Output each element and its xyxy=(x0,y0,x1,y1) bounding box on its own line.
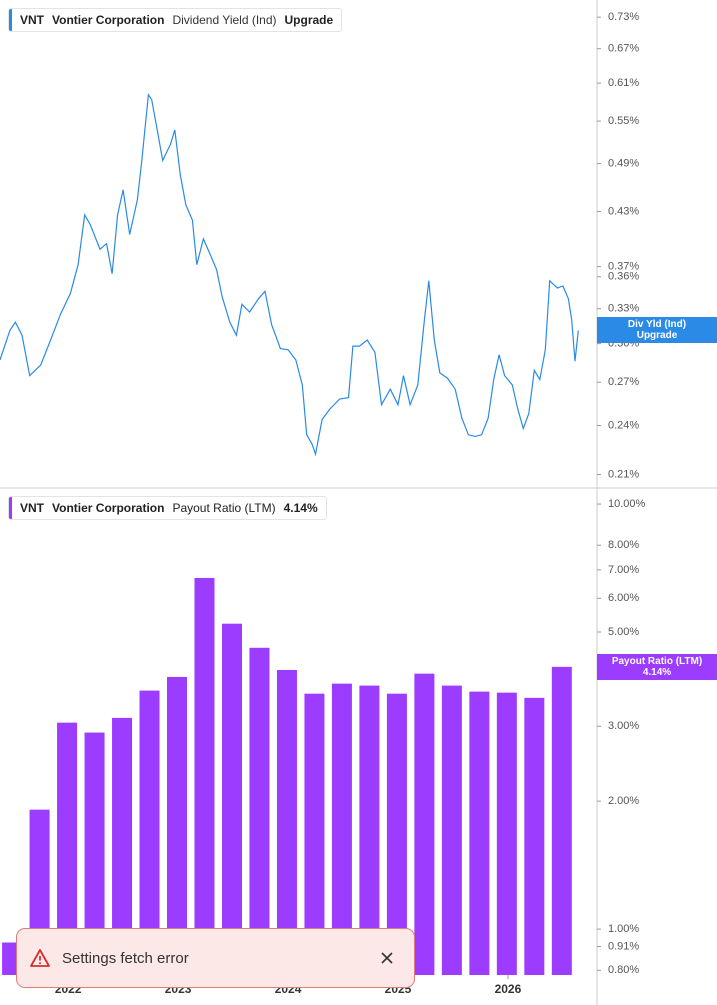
bar xyxy=(112,717,133,975)
bar xyxy=(469,691,490,975)
legend-swatch xyxy=(9,497,12,519)
bar xyxy=(276,669,297,975)
bar xyxy=(84,732,105,975)
y-tick-label: 0.55% xyxy=(608,115,639,127)
bar xyxy=(441,685,462,975)
y-tick-label: 0.27% xyxy=(608,376,639,388)
y-tick-label: 3.00% xyxy=(608,720,639,732)
y-tick-label: 8.00% xyxy=(608,539,639,551)
bar xyxy=(194,577,215,975)
legend-value: 4.14% xyxy=(283,501,318,515)
price-badge: Payout Ratio (LTM) 4.14% xyxy=(597,653,717,680)
legend: VNT Vontier Corporation Dividend Yield (… xyxy=(8,8,343,32)
y-tick-label: 0.67% xyxy=(608,43,639,55)
y-tick-label: 0.21% xyxy=(608,468,639,480)
legend-metric: Payout Ratio (LTM) xyxy=(172,501,276,515)
legend-ticker: VNT xyxy=(20,501,44,515)
bar xyxy=(221,623,242,975)
bar xyxy=(359,685,380,975)
bar xyxy=(249,647,270,975)
bar xyxy=(524,697,545,975)
y-tick-label: 0.37% xyxy=(608,261,639,273)
bar xyxy=(414,673,435,975)
bar xyxy=(304,693,325,975)
badge-status: Upgrade xyxy=(636,330,678,342)
close-button[interactable] xyxy=(380,951,394,965)
y-tick-label: 0.91% xyxy=(608,940,639,952)
x-tick-label: 2026 xyxy=(495,982,522,996)
bar xyxy=(386,693,407,975)
legend-company: Vontier Corporation xyxy=(52,501,165,515)
badge-label: Payout Ratio (LTM) xyxy=(611,655,703,667)
y-tick-label: 10.00% xyxy=(608,498,646,510)
legend-swatch xyxy=(9,9,12,31)
bar xyxy=(139,690,160,975)
y-tick-label: 2.00% xyxy=(608,795,639,807)
legend-ticker: VNT xyxy=(20,13,44,27)
y-tick-label: 0.36% xyxy=(608,271,639,283)
y-tick-label: 0.80% xyxy=(608,964,639,976)
bar xyxy=(496,692,517,975)
legend: VNT Vontier Corporation Payout Ratio (LT… xyxy=(8,496,327,520)
legend-company: Vontier Corporation xyxy=(52,13,165,27)
line xyxy=(0,92,579,457)
bar xyxy=(331,683,352,975)
y-tick-label: 0.43% xyxy=(608,205,639,217)
y-tick-label: 5.00% xyxy=(608,626,639,638)
toast-message: Settings fetch error xyxy=(62,949,189,967)
warning-icon xyxy=(30,949,50,967)
error-toast: Settings fetch error xyxy=(16,928,415,988)
y-tick-label: 0.33% xyxy=(608,303,639,315)
bar xyxy=(551,666,572,975)
price-badge: Div Yld (Ind) Upgrade xyxy=(597,317,717,344)
legend-status[interactable]: Upgrade xyxy=(284,13,334,27)
bar xyxy=(57,722,78,975)
y-tick-label: 0.24% xyxy=(608,419,639,431)
y-tick-label: 6.00% xyxy=(608,592,639,604)
y-tick-label: 7.00% xyxy=(608,564,639,576)
y-tick-label: 0.73% xyxy=(608,11,639,23)
y-tick-label: 1.00% xyxy=(608,923,639,935)
y-tick-label: 0.49% xyxy=(608,157,639,169)
badge-value: 4.14% xyxy=(642,666,672,678)
legend-metric: Dividend Yield (Ind) xyxy=(172,13,277,27)
bar xyxy=(167,676,188,975)
badge-label: Div Yld (Ind) xyxy=(627,319,687,331)
y-tick-label: 0.61% xyxy=(608,77,639,89)
